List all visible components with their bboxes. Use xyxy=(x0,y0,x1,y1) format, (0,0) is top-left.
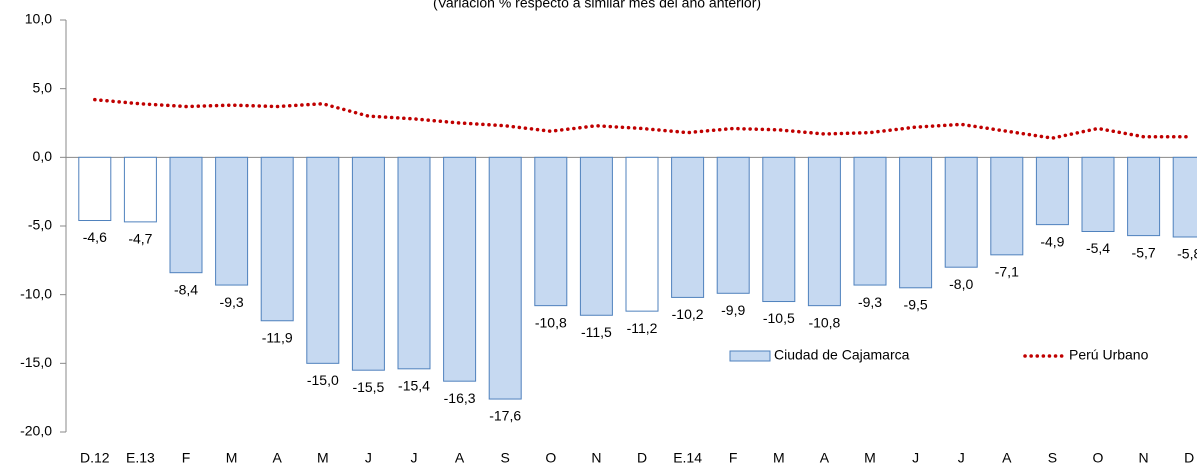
value-label: -10,8 xyxy=(535,314,567,330)
value-label: -17,6 xyxy=(489,408,521,424)
x-tick-label: J xyxy=(912,450,919,466)
x-tick-label: S xyxy=(1048,450,1057,466)
x-tick-label: J xyxy=(365,450,372,466)
y-tick-label: 10,0 xyxy=(25,11,52,27)
bar xyxy=(443,156,477,382)
bar xyxy=(625,156,659,312)
chart-title: (Variación % respecto a similar mes del … xyxy=(433,0,761,11)
value-label: -8,0 xyxy=(949,276,973,292)
bar xyxy=(1035,156,1069,226)
value-label: -15,4 xyxy=(398,378,430,394)
bar xyxy=(944,156,978,268)
value-label: -9,9 xyxy=(721,302,745,318)
y-tick-label: -10,0 xyxy=(20,285,52,301)
legend-label: Perú Urbano xyxy=(1069,347,1149,363)
y-tick-label: -5,0 xyxy=(28,217,52,233)
x-tick-label: N xyxy=(1139,450,1149,466)
value-label: -5,8 xyxy=(1177,246,1197,262)
x-tick-label: M xyxy=(317,450,329,466)
x-tick-label: N xyxy=(591,450,601,466)
bar xyxy=(1081,156,1115,232)
legend-label: Ciudad de Cajamarca xyxy=(774,347,910,363)
bar xyxy=(534,156,568,307)
value-label: -15,5 xyxy=(352,379,384,395)
value-label: -10,5 xyxy=(763,310,795,326)
value-label: -8,4 xyxy=(174,281,198,297)
bar xyxy=(260,156,294,322)
bar xyxy=(306,156,340,364)
bar xyxy=(123,156,157,223)
value-label: -9,3 xyxy=(858,294,882,310)
x-tick-label: M xyxy=(773,450,785,466)
x-tick-label: F xyxy=(729,450,738,466)
value-label: -7,1 xyxy=(995,264,1019,280)
bar xyxy=(671,156,705,298)
bar xyxy=(853,156,887,286)
value-label: -4,6 xyxy=(83,229,107,245)
x-tick-label: E.14 xyxy=(673,450,702,466)
bar xyxy=(488,156,522,400)
value-label: -11,5 xyxy=(581,324,612,340)
value-label: -9,3 xyxy=(220,294,244,310)
x-tick-label: A xyxy=(455,450,465,466)
bar xyxy=(1127,156,1161,237)
y-tick-label: -20,0 xyxy=(20,423,52,439)
x-tick-label: S xyxy=(501,450,510,466)
x-tick-label: O xyxy=(1093,450,1104,466)
x-tick-label: O xyxy=(545,450,556,466)
value-label: -5,4 xyxy=(1086,240,1110,256)
x-tick-label: F xyxy=(182,450,191,466)
x-tick-label: D xyxy=(1184,450,1194,466)
value-label: -11,9 xyxy=(262,329,293,345)
y-tick-label: 5,0 xyxy=(33,79,53,95)
bar xyxy=(807,156,841,307)
value-label: -4,9 xyxy=(1040,233,1064,249)
bar xyxy=(169,156,203,274)
line xyxy=(93,97,1191,140)
value-label: -15,0 xyxy=(307,372,339,388)
x-tick-label: J xyxy=(958,450,965,466)
x-tick-label: D xyxy=(637,450,647,466)
bar xyxy=(1172,156,1197,238)
bar xyxy=(762,156,796,303)
x-tick-label: A xyxy=(1002,450,1012,466)
value-label: -10,8 xyxy=(808,314,840,330)
x-tick-label: A xyxy=(273,450,283,466)
value-label: -10,2 xyxy=(672,306,704,322)
bar xyxy=(351,156,385,371)
value-label: -5,7 xyxy=(1132,244,1156,260)
x-tick-label: A xyxy=(820,450,830,466)
x-tick-label: M xyxy=(864,450,876,466)
bar xyxy=(579,156,613,316)
value-label: -9,5 xyxy=(904,297,928,313)
bar xyxy=(397,156,431,370)
legend-swatch xyxy=(729,350,771,362)
value-label: -11,2 xyxy=(627,320,658,336)
y-tick-label: -15,0 xyxy=(20,354,52,370)
bar xyxy=(899,156,933,289)
bar xyxy=(78,156,112,222)
x-tick-label: J xyxy=(411,450,418,466)
bar xyxy=(215,156,249,286)
value-label: -16,3 xyxy=(444,390,476,406)
x-tick-label: M xyxy=(226,450,238,466)
value-label: -4,7 xyxy=(128,231,152,247)
x-tick-label: D.12 xyxy=(80,450,110,466)
x-tick-label: E.13 xyxy=(126,450,155,466)
y-tick-label: 0,0 xyxy=(33,148,53,164)
bar xyxy=(716,156,750,294)
bar xyxy=(990,156,1024,256)
